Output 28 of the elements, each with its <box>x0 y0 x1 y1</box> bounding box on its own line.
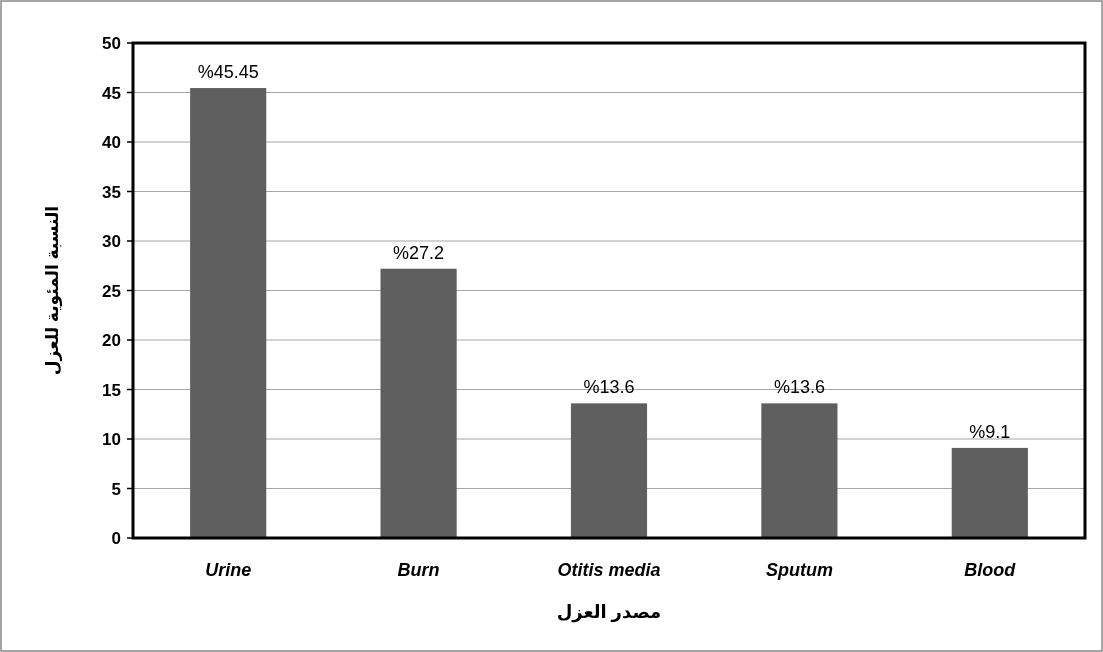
data-label: %45.45 <box>197 62 259 83</box>
y-tick-label: 0 <box>111 529 121 548</box>
y-tick-label: 45 <box>102 83 121 103</box>
data-label: %9.1 <box>969 421 1011 442</box>
y-tick-label: 15 <box>102 380 121 400</box>
data-label: %13.6 <box>583 377 635 398</box>
y-tick-label: 10 <box>102 430 121 449</box>
bar <box>951 447 1028 538</box>
y-tick-label: 40 <box>102 133 121 152</box>
x-tick-label: Blood <box>964 560 1017 580</box>
x-axis-title: مصدر العزل <box>556 602 662 623</box>
bar <box>380 268 457 538</box>
y-axis-title: النسبة المئوية للعزل <box>43 205 63 376</box>
y-tick-label: 20 <box>102 331 121 350</box>
y-tick-label: 35 <box>102 182 121 202</box>
x-tick-label: Urine <box>205 560 252 580</box>
x-tick-label: Sputum <box>765 560 833 580</box>
y-tick-label: 25 <box>102 281 121 301</box>
y-tick-label: 50 <box>102 34 121 53</box>
x-tick-label: Burn <box>397 560 440 580</box>
y-tick-label: 5 <box>111 479 121 499</box>
bar <box>761 403 838 538</box>
x-tick-label: Otitis media <box>557 560 661 580</box>
bar <box>570 403 648 538</box>
data-label: %27.2 <box>393 242 445 263</box>
y-tick-label: 30 <box>102 232 121 251</box>
bar <box>190 88 267 538</box>
data-label: %13.6 <box>773 377 825 398</box>
